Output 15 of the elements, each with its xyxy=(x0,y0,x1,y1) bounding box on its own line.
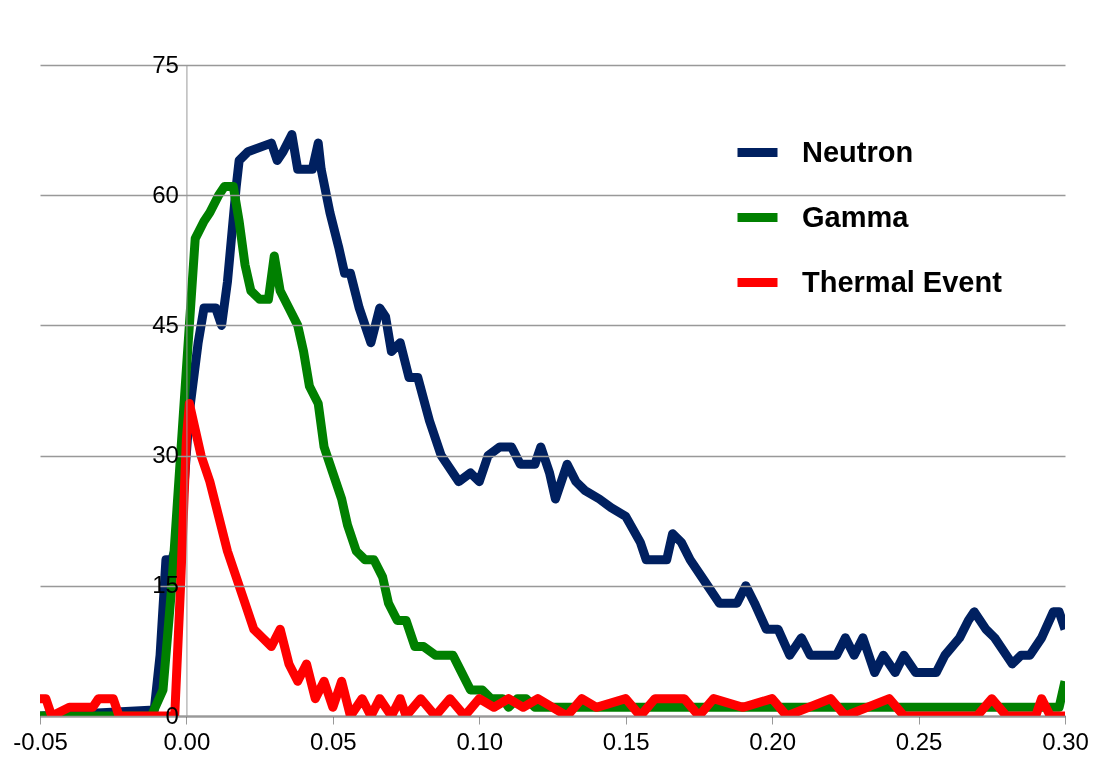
legend-label: Gamma xyxy=(802,200,910,233)
x-tick-label: 0.20 xyxy=(749,727,796,755)
x-tick-label: 0.15 xyxy=(602,727,650,755)
x-tick-label: 0.25 xyxy=(895,727,943,755)
y-tick-label: 45 xyxy=(152,310,179,338)
x-tick-label: 0.10 xyxy=(456,727,504,755)
x-tick-label: 0.30 xyxy=(1042,727,1089,755)
x-tick-label: 0.00 xyxy=(163,727,211,755)
x-tick-label: 0.05 xyxy=(310,727,357,755)
legend-label: Thermal Event xyxy=(802,265,1003,298)
y-tick-label: 60 xyxy=(152,180,179,208)
y-tick-label: 75 xyxy=(152,50,179,78)
x-tick-label: -0.05 xyxy=(13,727,68,755)
legend-label: Neutron xyxy=(802,135,914,168)
y-tick-label: 15 xyxy=(152,571,179,599)
